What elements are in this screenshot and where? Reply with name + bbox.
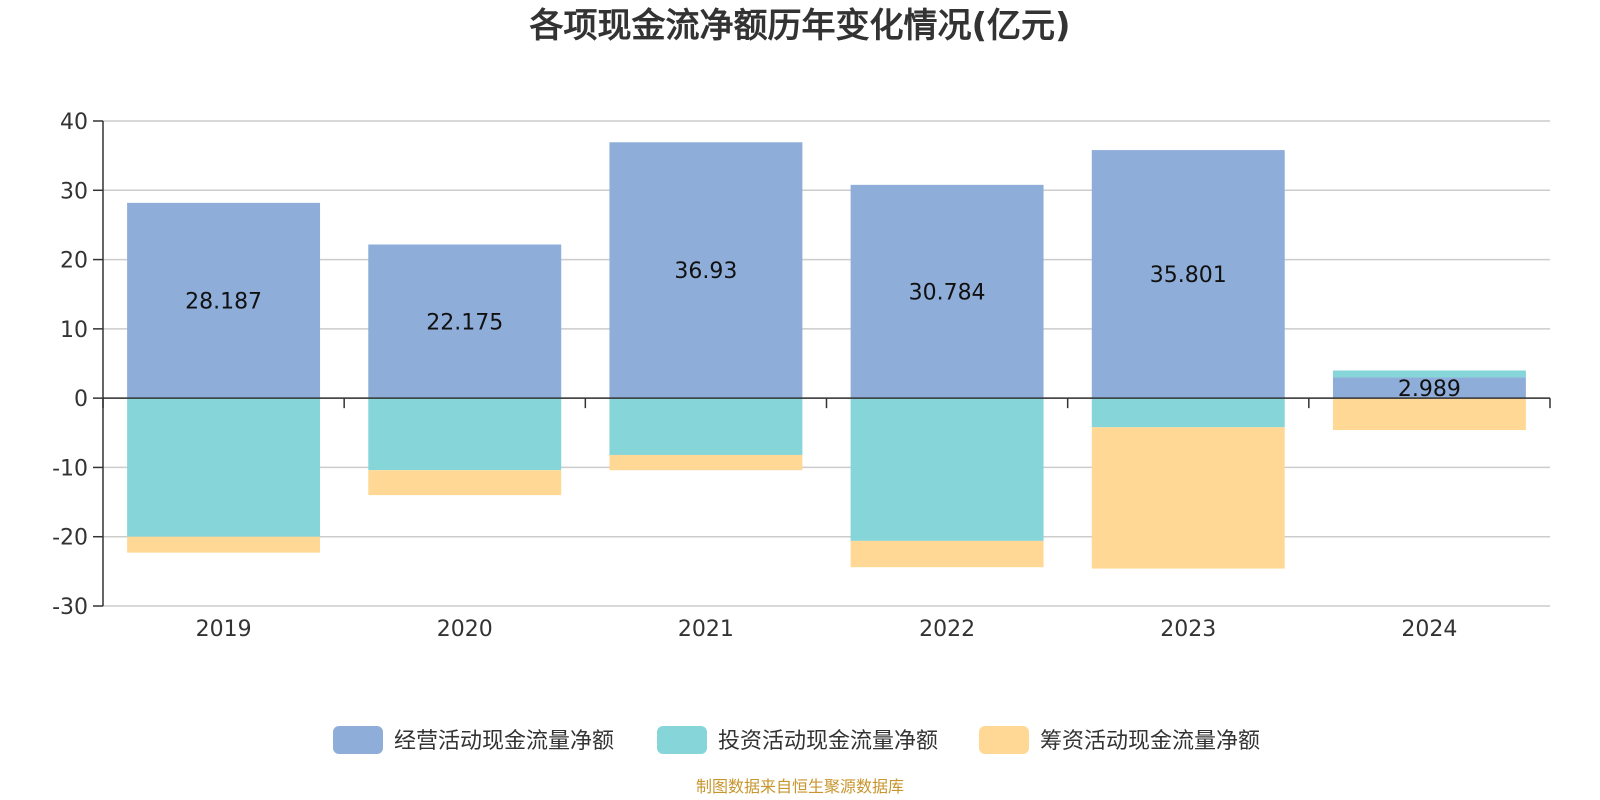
y-tick-label: 0 <box>74 387 88 412</box>
y-axis-ticks: 40 30 20 10 0 -10 -20 -30 <box>52 110 103 620</box>
legend-item-1[interactable]: 投资活动现金流量净额 <box>657 726 938 754</box>
legend: 经营活动现金流量净额 投资活动现金流量净额 筹资活动现金流量净额 <box>333 726 1260 754</box>
data-labels: 28.187 22.175 36.93 30.784 35.801 2.989 <box>185 259 1461 402</box>
chart-title: 各项现金流净额历年变化情况(亿元) <box>529 6 1070 46</box>
x-axis-ticks: 2019 2020 2021 2022 2023 2024 <box>196 617 1458 642</box>
legend-label: 筹资活动现金流量净额 <box>1040 729 1260 754</box>
bar-2019-series-1 <box>127 398 321 537</box>
y-tick-label: -10 <box>52 456 88 481</box>
x-tick-label: 2020 <box>437 617 493 642</box>
bar-2019-series-2 <box>127 536 321 553</box>
bar-2024-series-0 <box>1332 377 1526 399</box>
legend-item-2[interactable]: 筹资活动现金流量净额 <box>979 726 1260 754</box>
x-tick-label: 2021 <box>678 617 734 642</box>
bars <box>127 142 1526 569</box>
data-label-2020: 22.175 <box>426 310 503 335</box>
legend-item-0[interactable]: 经营活动现金流量净额 <box>333 726 614 754</box>
bar-2020-series-1 <box>368 398 562 471</box>
axes <box>102 121 1551 606</box>
x-tick-label: 2019 <box>196 617 252 642</box>
bar-2020-series-2 <box>368 470 562 496</box>
y-tick-label: 20 <box>60 249 88 274</box>
x-tick-label: 2022 <box>919 617 975 642</box>
legend-swatch <box>333 726 383 754</box>
y-tick-label: 30 <box>60 179 88 204</box>
bar-2022-series-0 <box>850 184 1044 399</box>
legend-label: 经营活动现金流量净额 <box>394 729 614 754</box>
y-tick-label: -20 <box>52 526 88 551</box>
bar-2022-series-2 <box>850 540 1044 568</box>
bar-2021-series-1 <box>609 398 803 455</box>
data-label-2024: 2.989 <box>1398 377 1461 402</box>
legend-swatch <box>979 726 1029 754</box>
data-label-2021: 36.93 <box>674 259 737 284</box>
legend-swatch <box>657 726 707 754</box>
data-label-2019: 28.187 <box>185 289 262 314</box>
bar-2021-series-2 <box>609 454 803 471</box>
bar-2023-series-0 <box>1091 150 1285 399</box>
y-tick-label: 10 <box>60 318 88 343</box>
bar-2021-series-0 <box>609 142 803 399</box>
data-label-2023: 35.801 <box>1150 263 1227 288</box>
bar-2020-series-0 <box>368 244 562 399</box>
source-note: 制图数据来自恒生聚源数据库 <box>696 777 904 796</box>
bar-2023-series-1 <box>1091 398 1285 428</box>
bar-2024-series-2 <box>1332 398 1526 431</box>
legend-label: 投资活动现金流量净额 <box>718 729 938 754</box>
bar-2022-series-1 <box>850 398 1044 541</box>
bar-2024-series-1 <box>1332 370 1526 378</box>
data-label-2022: 30.784 <box>909 280 986 305</box>
bar-2023-series-2 <box>1091 427 1285 569</box>
x-tick-label: 2024 <box>1401 617 1457 642</box>
bar-2019-series-0 <box>127 202 321 399</box>
y-tick-label: 40 <box>60 110 88 135</box>
y-tick-label: -30 <box>52 595 88 620</box>
x-tick-label: 2023 <box>1160 617 1216 642</box>
